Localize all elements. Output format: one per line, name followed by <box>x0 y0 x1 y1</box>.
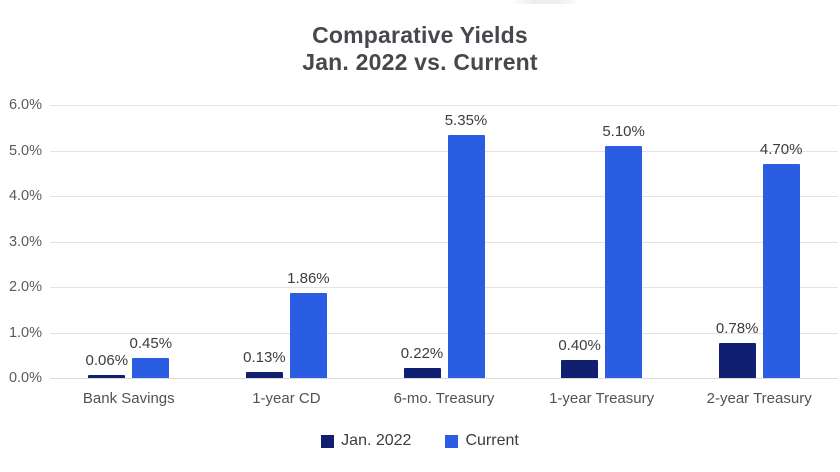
gridline-1.0% <box>50 332 838 334</box>
y-axis-tick-0.0%: 0.0% <box>8 370 42 386</box>
bar-jan-2022-1-year-cd <box>245 372 283 378</box>
y-axis-tick-3.0%: 3.0% <box>8 233 42 250</box>
gridline-0.0% <box>50 378 838 379</box>
legend-label: Current <box>465 432 519 449</box>
x-axis-label-2-year-treasury: 2-year Treasury <box>706 390 812 407</box>
gridline-2.0% <box>50 287 838 288</box>
value-label-5.10%: 5.10% <box>602 122 645 140</box>
bar-current-2-year-treasury <box>762 164 800 378</box>
x-axis-label-1-year-treasury: 1-year Treasury <box>549 390 655 407</box>
bar-jan-2022-2-year-treasury <box>718 342 756 378</box>
bar-current-1-year-cd <box>289 293 327 378</box>
legend-entry-jan-2022: Jan. 2022 <box>321 432 411 450</box>
gridline-6.0% <box>50 105 838 106</box>
chart-legend: Jan. 2022 Current <box>0 432 840 450</box>
y-axis-tick-4.0%: 4.0% <box>8 188 42 204</box>
chart-title: Comparative Yields Jan. 2022 vs. Current <box>0 22 840 76</box>
value-label-4.70%: 4.70% <box>759 141 803 159</box>
x-axis-label-bank-savings: Bank Savings <box>82 390 175 407</box>
value-label-1.86%: 1.86% <box>287 270 330 288</box>
bar-jan-2022-1-year-treasury <box>561 359 599 378</box>
top-edge-strip <box>513 0 577 4</box>
y-axis-tick-6.0%: 6.0% <box>8 97 42 113</box>
bar-current-1-year-treasury <box>605 145 643 378</box>
gridline-4.0% <box>50 196 838 197</box>
bar-current-bank-savings <box>132 357 170 378</box>
value-label-0.45%: 0.45% <box>129 334 173 352</box>
bar-jan-2022-bank-savings <box>88 375 126 378</box>
value-label-0.06%: 0.06% <box>85 352 129 370</box>
value-label-0.13%: 0.13% <box>243 349 286 367</box>
value-label-0.40%: 0.40% <box>558 336 601 354</box>
chart-title-line2: Jan. 2022 vs. Current <box>302 49 538 76</box>
x-axis-label-6-mo-treasury: 6-mo. Treasury <box>393 390 495 407</box>
legend-swatch-icon <box>445 434 459 448</box>
value-label-5.35%: 5.35% <box>444 111 488 129</box>
x-axis-label-1-year-cd: 1-year CD <box>252 390 321 407</box>
gridline-5.0% <box>50 150 838 152</box>
legend-entry-current: Current <box>445 432 519 450</box>
bar-jan-2022-6-mo-treasury <box>403 367 441 378</box>
gridline-3.0% <box>50 241 838 243</box>
bar-current-6-mo-treasury <box>447 134 485 378</box>
y-axis-tick-5.0%: 5.0% <box>8 142 42 159</box>
chart-title-line1: Comparative Yields <box>312 22 528 48</box>
y-axis-tick-2.0%: 2.0% <box>8 279 42 295</box>
legend-label: Jan. 2022 <box>341 432 412 449</box>
value-label-0.78%: 0.78% <box>715 319 759 337</box>
legend-swatch-icon <box>321 434 335 448</box>
value-label-0.22%: 0.22% <box>400 344 444 362</box>
y-axis-tick-1.0%: 1.0% <box>8 324 42 341</box>
